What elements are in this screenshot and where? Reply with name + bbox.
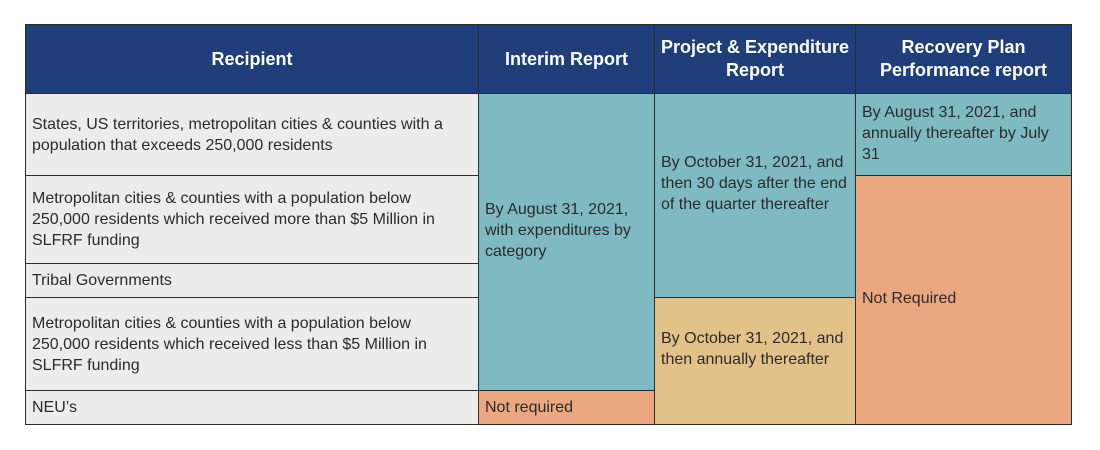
reporting-requirements-table: Recipient Interim Report Project & Expen… [25,24,1072,425]
recipient-cell: Tribal Governments [25,263,479,298]
reporting-requirements-table-wrapper: Recipient Interim Report Project & Expen… [25,24,1072,425]
header-interim-report: Interim Report [478,24,655,94]
table-row: Tribal Governments [25,263,1072,298]
project-expenditure-annual-cell: By October 31, 2021, and then annually t… [654,297,856,425]
table-row: NEU’s Not required [25,390,1072,425]
header-row: Recipient Interim Report Project & Expen… [25,24,1072,94]
recipient-cell: States, US territories, metropolitan cit… [25,93,479,176]
recipient-cell: Metropolitan cities & counties with a po… [25,297,479,391]
header-recipient: Recipient [25,24,479,94]
interim-report-cell: By August 31, 2021, with expenditures by… [478,93,655,391]
interim-not-required-cell: Not required [478,390,655,425]
recovery-plan-not-required-cell: Not Required [855,175,1072,425]
header-project-expenditure-report: Project & Expenditure Report [654,24,856,94]
table-row: Metropolitan cities & counties with a po… [25,175,1072,425]
recipient-cell: Metropolitan cities & counties with a po… [25,175,479,264]
project-expenditure-quarterly-cell: By October 31, 2021, and then 30 days af… [654,93,856,298]
header-recovery-plan-report: Recovery Plan Performance report [855,24,1072,94]
table-row: Metropolitan cities & counties with a po… [25,297,1072,425]
recipient-cell: NEU’s [25,390,479,425]
table-row: States, US territories, metropolitan cit… [25,93,1072,391]
recovery-plan-annual-cell: By August 31, 2021, and annually thereaf… [855,93,1072,176]
